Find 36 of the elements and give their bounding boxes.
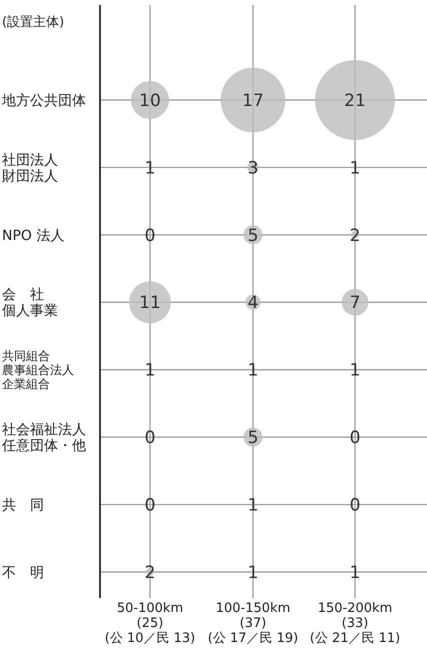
y-tick-label: 社団法人財団法人 <box>2 152 58 184</box>
data-label: 1 <box>350 158 360 178</box>
data-label: 3 <box>248 158 258 178</box>
y-tick-label: 不 明 <box>2 564 44 581</box>
data-label: 21 <box>344 90 366 111</box>
data-label: 1 <box>144 360 156 381</box>
data-label: 0 <box>350 496 360 516</box>
data-label: 1 <box>350 360 360 381</box>
y-tick-label: 共 同 <box>2 497 44 514</box>
y-tick-label: 地方公共団体 <box>1 92 86 109</box>
y-tick-label: NPO 法人 <box>2 228 64 244</box>
x-tick-label: 100-150km (37) (公 17／民 19) <box>208 601 298 646</box>
data-label: 2 <box>350 226 360 246</box>
data-label: 17 <box>242 90 264 111</box>
x-tick-label: 150-200km (33) (公 21／民 11) <box>310 601 400 646</box>
data-label: 0 <box>144 226 156 246</box>
data-label: 1 <box>350 562 360 583</box>
y-tick-label: 会 社個人事業 <box>2 287 58 320</box>
y-tick-label: 共同組合農事組合法人企業組合 <box>2 348 74 391</box>
data-label: 7 <box>350 293 360 314</box>
data-label: 0 <box>144 428 156 448</box>
data-label: 4 <box>248 293 258 314</box>
data-label: 5 <box>248 226 258 246</box>
data-label: 10 <box>139 90 161 111</box>
data-label: 0 <box>350 428 360 448</box>
data-label: 1 <box>248 562 258 583</box>
y-tick-label: 社会福祉法人任意団体・他 <box>1 422 86 454</box>
data-label: 0 <box>144 496 156 516</box>
data-label: 1 <box>248 360 258 381</box>
text: (設置主体) <box>2 14 64 30</box>
data-label: 11 <box>139 293 161 314</box>
data-label: 5 <box>248 428 258 448</box>
data-label: 2 <box>144 562 156 583</box>
data-label: 1 <box>144 158 156 178</box>
data-label: 1 <box>248 496 258 516</box>
x-tick-label: 50-100km (25) (公 10／民 13) <box>104 601 196 646</box>
